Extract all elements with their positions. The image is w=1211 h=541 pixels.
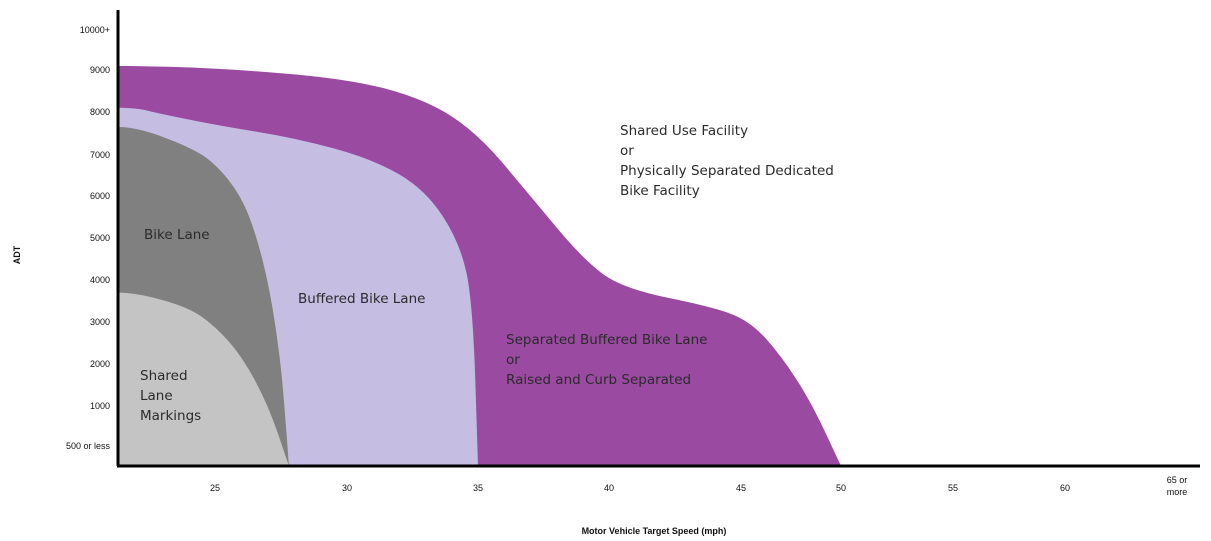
region-label-3: Shared Lane Markings <box>140 368 201 424</box>
y-tick-label: 9000 <box>90 65 110 75</box>
x-tick-label: 55 <box>948 483 958 493</box>
x-tick-label: 25 <box>210 483 220 493</box>
x-tick-label: 65 or more <box>1167 475 1188 497</box>
x-tick-label: 40 <box>604 483 614 493</box>
y-axis-title: ADT <box>12 245 22 264</box>
y-tick-label: 7000 <box>90 150 110 160</box>
y-tick-label: 5000 <box>90 233 110 243</box>
region-label-1: Buffered Bike Lane <box>298 291 425 307</box>
x-tick-label: 50 <box>836 483 846 493</box>
x-axis-title: Motor Vehicle Target Speed (mph) <box>582 526 727 536</box>
y-tick-label: 10000+ <box>80 25 110 35</box>
y-tick-label: 4000 <box>90 275 110 285</box>
y-tick-labels: 500 or less 1000 2000 3000 4000 5000 6000 7000 8… <box>66 25 111 451</box>
region-label-0: Separated Buffered Bike Lane or Raised and… <box>506 332 707 388</box>
shared-use-facility-label: Shared Use Facility or Physically Separate… <box>620 123 834 199</box>
x-tick-label: 35 <box>473 483 483 493</box>
x-tick-label: 45 <box>736 483 746 493</box>
region-label-2: Bike Lane <box>144 227 210 243</box>
y-tick-label: 8000 <box>90 107 110 117</box>
y-tick-label: 1000 <box>90 401 110 411</box>
y-tick-label: 6000 <box>90 191 110 201</box>
y-tick-label: 500 or less <box>66 441 111 451</box>
region-3 <box>118 292 289 466</box>
y-tick-label: 2000 <box>90 359 110 369</box>
x-tick-label: 60 <box>1060 483 1070 493</box>
y-tick-label: 3000 <box>90 317 110 327</box>
chart-axes <box>116 10 1200 468</box>
x-tick-labels: 25 30 35 40 45 50 55 60 65 or more <box>210 475 1187 497</box>
region-labels: Separated Buffered Bike Lane or Raised and… <box>140 123 834 424</box>
chart-regions <box>118 66 841 467</box>
x-tick-label: 30 <box>342 483 352 493</box>
